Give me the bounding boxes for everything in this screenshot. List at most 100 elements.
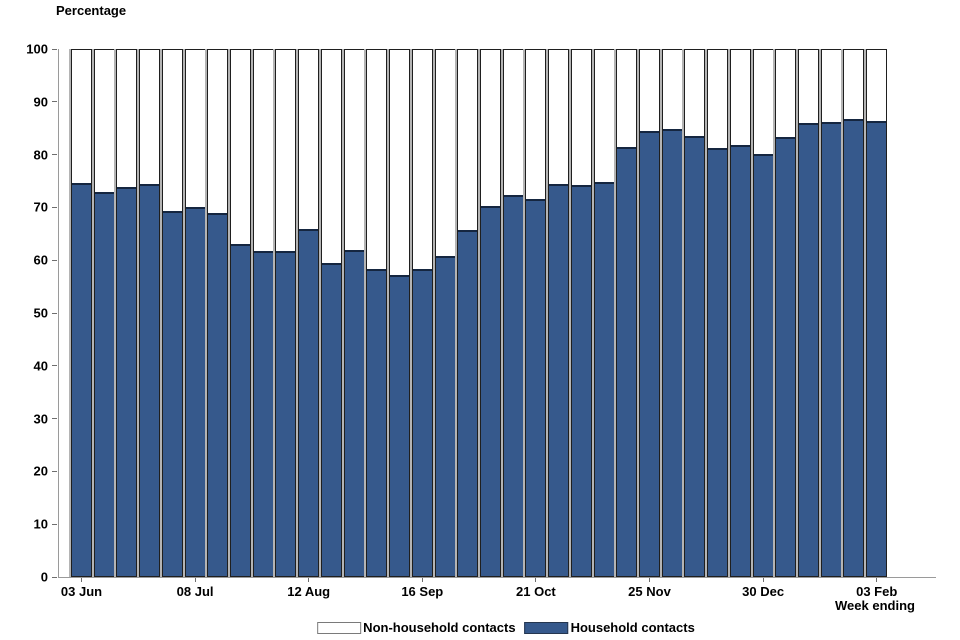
x-tick-label: 03 Jun xyxy=(60,584,103,599)
y-tick xyxy=(52,470,57,472)
x-tick xyxy=(876,578,878,582)
bar-segment-household xyxy=(367,269,387,576)
bar-week-23 xyxy=(570,49,592,577)
y-tick-label: 90 xyxy=(33,94,48,110)
bar-segment-household xyxy=(730,145,750,576)
bar-segment-household xyxy=(753,154,773,576)
bar-week-28 xyxy=(684,49,706,577)
y-tick xyxy=(52,365,57,367)
bar-segment-household xyxy=(140,183,160,576)
y-tick xyxy=(52,259,57,261)
bar-week-16 xyxy=(411,49,433,577)
bar-segment-household xyxy=(708,147,728,576)
y-tick-label: 70 xyxy=(33,199,48,215)
y-axis-title: Percentage xyxy=(56,3,127,18)
bar-segment-household xyxy=(344,250,364,576)
bar-week-17 xyxy=(434,49,456,577)
x-tick xyxy=(308,578,310,582)
legend-item-household: Household contacts xyxy=(524,620,695,635)
bar-week-35 xyxy=(843,49,865,577)
x-tick xyxy=(194,578,196,582)
bar-segment-household xyxy=(685,136,705,576)
y-tick-label: 10 xyxy=(33,516,48,532)
y-tick-label: 0 xyxy=(40,569,48,585)
y-tick xyxy=(52,418,57,420)
bar-segment-household xyxy=(435,256,455,576)
bar-segment-household xyxy=(72,183,91,576)
bar-week-34 xyxy=(820,49,842,577)
x-tick-label: 30 Dec xyxy=(742,584,785,599)
bar-segment-household xyxy=(480,205,500,576)
bar-segment-household xyxy=(276,251,296,576)
bar-segment-household xyxy=(162,210,182,576)
y-tick xyxy=(52,523,57,525)
y-tick xyxy=(52,576,57,578)
legend-label-household: Household contacts xyxy=(570,620,695,635)
y-tick-label: 60 xyxy=(33,252,48,268)
bar-segment-household xyxy=(208,213,228,576)
x-tick xyxy=(81,578,82,582)
plot-area xyxy=(58,49,936,578)
non-household-swatch-icon xyxy=(317,621,362,634)
bar-week-25 xyxy=(616,49,638,577)
bar-week-18 xyxy=(457,49,479,577)
y-tick-label: 80 xyxy=(33,147,48,163)
legend: Non-household contacts Household contact… xyxy=(317,620,695,635)
y-tick xyxy=(52,154,57,156)
bar-segment-household xyxy=(299,229,319,576)
bar-segment-household xyxy=(594,182,614,576)
bar-week-27 xyxy=(661,49,683,577)
bar-segment-household xyxy=(571,185,591,576)
y-tick-label: 30 xyxy=(33,411,48,427)
bar-week-32 xyxy=(775,49,797,577)
bar-week-11 xyxy=(298,49,320,577)
bar-segment-household xyxy=(776,136,796,576)
bar-segment-household xyxy=(662,129,682,576)
bar-week-24 xyxy=(593,49,615,577)
bar-week-36 xyxy=(866,49,888,577)
x-axis: 03 Jun 08 Jul 12 Aug 16 Sep 21 Oct 25 Nov 30 D… xyxy=(58,578,935,608)
bar-week-7 xyxy=(207,49,229,577)
bar-segment-household xyxy=(799,123,819,576)
bar-week-20 xyxy=(502,49,524,577)
y-axis: 0 10 20 30 40 50 60 70 80 90 100 xyxy=(0,42,58,585)
y-tick-label: 40 xyxy=(33,358,48,374)
bar-segment-household xyxy=(526,198,546,576)
bar-week-8 xyxy=(230,49,252,577)
bar-week-4 xyxy=(139,49,161,577)
x-tick xyxy=(535,578,537,582)
y-tick-label: 50 xyxy=(33,305,48,321)
y-tick xyxy=(52,101,57,103)
bar-week-30 xyxy=(729,49,751,577)
x-tick xyxy=(649,578,650,582)
y-tick xyxy=(52,312,57,314)
bar-segment-household xyxy=(867,121,887,576)
bar-segment-household xyxy=(321,262,341,576)
bar-segment-household xyxy=(185,207,205,576)
bar-week-2 xyxy=(93,49,115,577)
x-tick-label: 16 Sep xyxy=(401,584,444,599)
bar-segment-household xyxy=(640,131,659,576)
bar-week-3 xyxy=(116,49,138,577)
x-tick-label: 25 Nov xyxy=(628,584,671,599)
legend-item-non-household: Non-household contacts xyxy=(317,620,516,635)
bar-week-26 xyxy=(639,49,660,577)
x-tick xyxy=(762,578,764,582)
bar-week-1 xyxy=(71,49,92,577)
bar-segment-household xyxy=(458,229,478,576)
bar-week-19 xyxy=(479,49,501,577)
bar-segment-household xyxy=(503,195,523,576)
bar-week-14 xyxy=(366,49,388,577)
bar-week-33 xyxy=(798,49,820,577)
y-tick-label: 100 xyxy=(26,41,48,57)
bar-segment-household xyxy=(253,250,273,576)
bar-segment-household xyxy=(94,192,114,576)
y-tick xyxy=(52,48,57,50)
bar-week-21 xyxy=(525,49,547,577)
bar-week-13 xyxy=(343,49,365,577)
legend-label-non-household: Non-household contacts xyxy=(363,620,516,635)
bar-week-15 xyxy=(389,49,411,577)
bar-week-6 xyxy=(184,49,206,577)
x-axis-title: Week ending xyxy=(835,598,915,613)
